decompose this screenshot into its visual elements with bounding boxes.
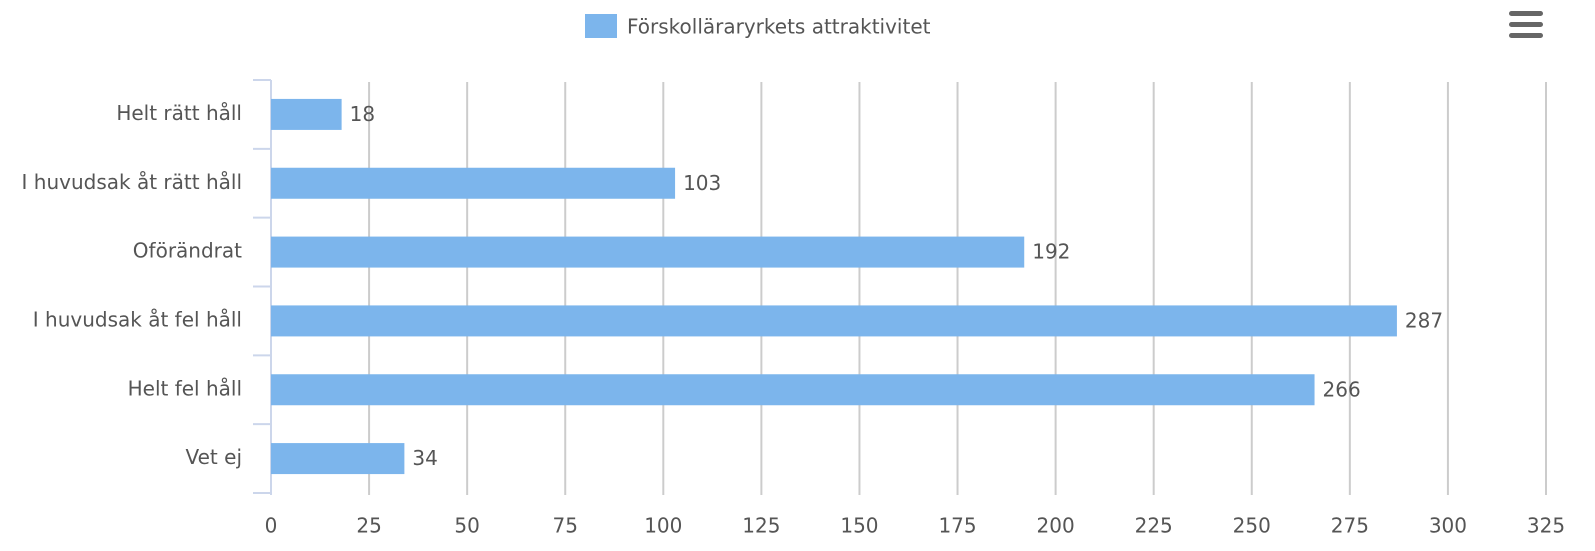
- x-tick-label: 75: [553, 514, 578, 538]
- x-tick-label: 50: [454, 514, 479, 538]
- data-label: 266: [1323, 377, 1361, 401]
- legend-label: Förskolläraryrkets attraktivitet: [627, 15, 931, 39]
- menu-icon-line: [1509, 11, 1543, 16]
- data-label: 192: [1032, 240, 1070, 264]
- x-tick-label: 25: [356, 514, 381, 538]
- x-tick-label: 125: [742, 514, 780, 538]
- legend-swatch: [585, 14, 617, 38]
- y-tick-label: Helt rätt håll: [116, 101, 242, 125]
- data-label: 18: [350, 102, 375, 126]
- data-label: 103: [683, 171, 721, 195]
- y-tick-label: I huvudsak åt rätt håll: [22, 170, 242, 194]
- bar: [271, 98, 342, 130]
- x-tick-label: 200: [1037, 514, 1075, 538]
- x-tick-label: 175: [938, 514, 976, 538]
- y-tick-label: I huvudsak åt fel håll: [33, 307, 242, 331]
- x-tick-label: 275: [1331, 514, 1369, 538]
- menu-button[interactable]: [1509, 11, 1543, 38]
- x-tick-label: 225: [1135, 514, 1173, 538]
- x-tick-label: 300: [1429, 514, 1467, 538]
- y-tick-label: Vet ej: [186, 445, 243, 469]
- y-tick-label: Oförändrat: [133, 239, 242, 263]
- x-tick-label: 150: [840, 514, 878, 538]
- bar: [271, 167, 676, 199]
- menu-icon-line: [1509, 33, 1543, 38]
- data-label: 34: [412, 446, 437, 470]
- x-tick-label: 100: [644, 514, 682, 538]
- menu-icon-line: [1509, 22, 1543, 27]
- y-tick-label: Helt fel håll: [128, 376, 242, 400]
- bar: [271, 443, 405, 475]
- x-tick-label: 325: [1527, 514, 1565, 538]
- x-tick-label: 250: [1233, 514, 1271, 538]
- data-label: 287: [1405, 308, 1443, 332]
- x-tick-label: 0: [265, 514, 278, 538]
- bar: [271, 236, 1025, 268]
- bar: [271, 374, 1315, 406]
- bar: [271, 305, 1397, 337]
